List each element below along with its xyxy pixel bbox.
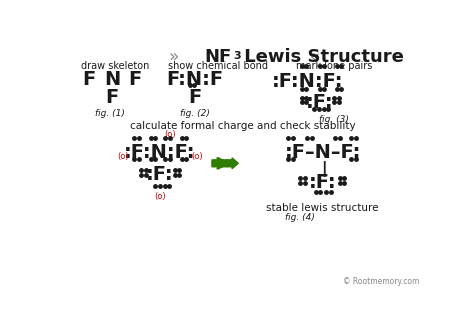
Text: (o): (o)	[164, 130, 176, 139]
Text: |: |	[321, 161, 327, 177]
Text: (o): (o)	[117, 152, 128, 161]
Text: «: «	[310, 49, 320, 66]
Text: calculate formal charge and check stability: calculate formal charge and check stabil…	[130, 121, 356, 131]
Text: :F:: :F:	[306, 93, 334, 112]
Text: show chemical bond: show chemical bond	[168, 61, 268, 71]
Text: fig. (3): fig. (3)	[319, 115, 349, 124]
Text: stable lewis structure: stable lewis structure	[266, 203, 379, 213]
Text: F: F	[82, 70, 95, 89]
Text: (o): (o)	[191, 152, 203, 161]
Text: (o): (o)	[154, 192, 166, 201]
Text: Lewis Structure: Lewis Structure	[237, 48, 403, 66]
Text: fig. (2): fig. (2)	[180, 109, 210, 117]
Text: © Rootmemory.com: © Rootmemory.com	[343, 277, 419, 285]
Text: :F:: :F:	[146, 165, 174, 184]
Text: :F:N:F:: :F:N:F:	[272, 72, 343, 91]
Text: NF: NF	[204, 48, 231, 66]
Text: :F:N:F:: :F:N:F:	[124, 143, 196, 162]
Text: »: »	[169, 49, 179, 66]
Text: F: F	[105, 88, 118, 107]
Text: F:N:F: F:N:F	[166, 70, 223, 89]
Text: :F–N–F:: :F–N–F:	[284, 143, 361, 162]
Text: fig. (1): fig. (1)	[95, 109, 125, 117]
Text: mark lone pairs: mark lone pairs	[296, 61, 373, 71]
Text: 3: 3	[233, 51, 240, 61]
Text: F: F	[188, 88, 201, 107]
FancyArrow shape	[212, 158, 238, 169]
Text: :F:: :F:	[309, 173, 337, 192]
Text: fig. (4): fig. (4)	[284, 213, 314, 222]
Text: F: F	[128, 70, 142, 89]
Text: N: N	[104, 70, 120, 89]
Text: draw skeleton: draw skeleton	[81, 61, 149, 71]
